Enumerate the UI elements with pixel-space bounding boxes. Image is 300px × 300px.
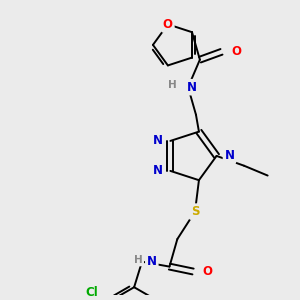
- Text: H: H: [134, 255, 142, 265]
- Text: N: N: [187, 81, 197, 94]
- Text: O: O: [231, 45, 241, 58]
- Text: S: S: [191, 205, 199, 218]
- Text: O: O: [203, 265, 213, 278]
- Text: H: H: [168, 80, 177, 90]
- Text: O: O: [163, 18, 173, 31]
- Text: N: N: [224, 149, 234, 162]
- Text: N: N: [152, 134, 163, 147]
- Text: N: N: [152, 164, 163, 177]
- Text: Cl: Cl: [85, 286, 98, 298]
- Text: N: N: [147, 255, 157, 268]
